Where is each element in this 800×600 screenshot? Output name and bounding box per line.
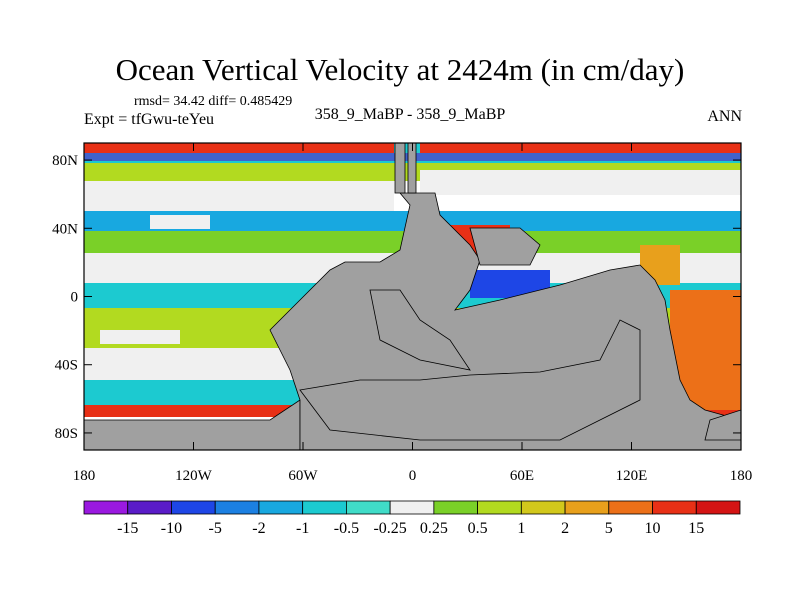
y-axis: 80N 40N 0 40S 80S <box>52 153 741 442</box>
x-tick-label: 0 <box>409 468 417 484</box>
colorbar-label: -15 <box>117 520 138 537</box>
land-pangea <box>269 192 741 450</box>
rmsd-annotation: rmsd= 34.42 diff= 0.485429 <box>134 94 293 109</box>
ocean-band <box>420 170 741 195</box>
colorbar-swatch <box>345 500 391 515</box>
ocean-band <box>84 143 394 153</box>
colorbar-label: -10 <box>161 520 182 537</box>
land-contour <box>369 289 471 371</box>
ocean-band <box>420 143 741 153</box>
colorbar-swatch <box>477 500 522 515</box>
colorbar: -15 -10 -5 -2 -1 -0.5 -0.25 0.25 0.5 1 2 5 10 15 <box>83 500 741 537</box>
colorbar-label: -1 <box>296 520 309 537</box>
colorbar-swatch <box>695 500 741 515</box>
colorbar-label: -0.25 <box>373 520 406 537</box>
colorbar-label: 2 <box>561 520 569 537</box>
colorbar-label: 1 <box>517 520 525 537</box>
colorbar-swatch <box>258 500 304 515</box>
x-tick-label: 120W <box>175 468 213 484</box>
map-plot-area: 180 120W 60W 0 60E 120E 180 80N 40N 0 40S 80S <box>52 142 753 484</box>
y-tick-label: 40S <box>55 358 78 374</box>
chart-title: Ocean Vertical Velocity at 2424m (in cm/… <box>115 52 685 87</box>
ocean-patch <box>150 215 210 229</box>
experiment-annotation: Expt = tfGwu-teYeu <box>84 111 215 128</box>
land-contour <box>299 319 641 441</box>
land-island-east <box>704 409 741 441</box>
colorbar-swatch <box>520 500 566 515</box>
colorbar-swatch <box>302 500 347 515</box>
colorbar-label: -5 <box>209 520 222 537</box>
colorbar-swatch <box>214 500 260 515</box>
y-tick-label: 80N <box>52 153 78 169</box>
colorbar-label: -2 <box>252 520 265 537</box>
ocean-band <box>84 181 394 211</box>
velocity-field <box>84 143 741 450</box>
colorbar-label: 0.5 <box>468 520 488 537</box>
colorbar-swatch <box>652 500 697 515</box>
case-annotation: 358_9_MaBP - 358_9_MaBP <box>314 106 506 123</box>
land-island <box>469 227 541 266</box>
colorbar-label: 10 <box>645 520 661 537</box>
land-north-strip <box>407 143 417 194</box>
y-tick-label: 40N <box>52 221 78 237</box>
colorbar-swatch <box>389 500 435 515</box>
colorbar-swatch <box>127 500 172 515</box>
colorbar-label: -0.5 <box>334 520 359 537</box>
colorbar-swatch <box>608 500 653 515</box>
colorbar-label: 0.25 <box>420 520 448 537</box>
y-tick-label: 0 <box>71 290 79 306</box>
colorbar-swatch <box>83 500 129 515</box>
colorbar-swatch <box>171 500 216 515</box>
x-tick-label: 180 <box>730 468 753 484</box>
x-tick-label: 60E <box>510 468 534 484</box>
ocean-patch <box>100 330 180 344</box>
land-north-strip <box>394 143 406 194</box>
colorbar-label: 5 <box>605 520 613 537</box>
colorbar-label: 15 <box>688 520 704 537</box>
y-tick-label: 80S <box>55 426 78 442</box>
x-tick-label: 120E <box>616 468 648 484</box>
x-axis: 180 120W 60W 0 60E 120E 180 <box>73 143 753 484</box>
x-tick-label: 180 <box>73 468 96 484</box>
colorbar-swatch <box>433 500 479 515</box>
x-tick-label: 60W <box>288 468 318 484</box>
season-annotation: ANN <box>707 108 742 125</box>
colorbar-swatch <box>564 500 610 515</box>
